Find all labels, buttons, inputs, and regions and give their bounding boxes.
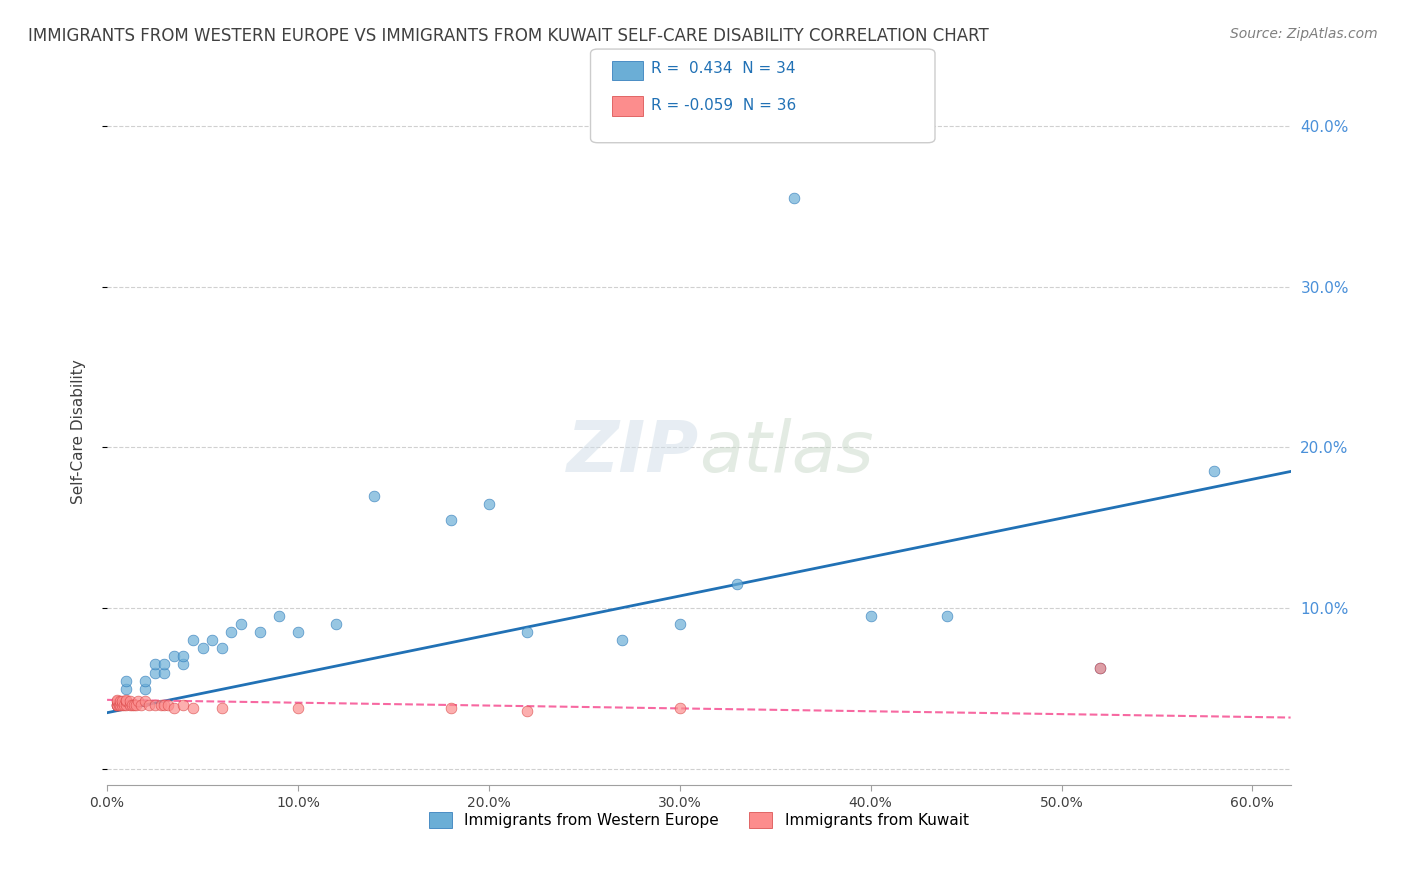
- Point: [105, 698, 128, 712]
- Point: [134, 694, 156, 708]
- Point: [172, 657, 194, 672]
- Point: [149, 698, 172, 712]
- Point: [668, 701, 690, 715]
- Text: atlas: atlas: [699, 418, 873, 487]
- Text: ZIP: ZIP: [567, 418, 699, 487]
- Point: [516, 625, 538, 640]
- Point: [201, 633, 224, 648]
- Point: [112, 698, 135, 712]
- Point: [172, 698, 194, 712]
- Point: [115, 673, 138, 688]
- Point: [783, 191, 806, 205]
- Point: [105, 698, 128, 712]
- Point: [115, 698, 138, 712]
- Point: [267, 609, 290, 624]
- Point: [181, 701, 204, 715]
- Point: [143, 657, 166, 672]
- Point: [440, 701, 463, 715]
- Point: [229, 617, 252, 632]
- Point: [157, 698, 180, 712]
- Point: [153, 657, 176, 672]
- Point: [115, 693, 138, 707]
- Point: [138, 698, 160, 712]
- Point: [668, 617, 690, 632]
- Text: IMMIGRANTS FROM WESTERN EUROPE VS IMMIGRANTS FROM KUWAIT SELF-CARE DISABILITY CO: IMMIGRANTS FROM WESTERN EUROPE VS IMMIGR…: [28, 27, 988, 45]
- Point: [110, 694, 132, 708]
- Point: [287, 701, 309, 715]
- Text: R =  0.434  N = 34: R = 0.434 N = 34: [651, 62, 796, 76]
- Point: [363, 489, 385, 503]
- Point: [516, 704, 538, 718]
- Point: [440, 513, 463, 527]
- Point: [1204, 465, 1226, 479]
- Point: [163, 701, 186, 715]
- Point: [612, 633, 634, 648]
- Point: [153, 665, 176, 680]
- Point: [859, 609, 882, 624]
- Point: [115, 694, 138, 708]
- Point: [105, 694, 128, 708]
- Point: [111, 694, 134, 708]
- Point: [121, 698, 143, 712]
- Point: [725, 577, 748, 591]
- Point: [181, 633, 204, 648]
- Point: [127, 694, 149, 708]
- Point: [122, 698, 145, 712]
- Y-axis label: Self-Care Disability: Self-Care Disability: [72, 359, 86, 504]
- Point: [105, 698, 128, 712]
- Point: [125, 698, 148, 712]
- Point: [134, 681, 156, 696]
- Point: [936, 609, 959, 624]
- Point: [211, 641, 233, 656]
- Point: [118, 698, 141, 712]
- Point: [249, 625, 271, 640]
- Point: [287, 625, 309, 640]
- Point: [105, 693, 128, 707]
- Point: [1088, 661, 1111, 675]
- Text: Source: ZipAtlas.com: Source: ZipAtlas.com: [1230, 27, 1378, 41]
- Point: [107, 698, 129, 712]
- Point: [325, 617, 347, 632]
- Point: [134, 673, 156, 688]
- Point: [115, 681, 138, 696]
- Point: [478, 497, 501, 511]
- Point: [143, 698, 166, 712]
- Point: [163, 649, 186, 664]
- Text: R = -0.059  N = 36: R = -0.059 N = 36: [651, 98, 796, 112]
- Point: [110, 698, 132, 712]
- Point: [118, 694, 141, 708]
- Point: [211, 701, 233, 715]
- Point: [105, 698, 128, 712]
- Legend: Immigrants from Western Europe, Immigrants from Kuwait: Immigrants from Western Europe, Immigran…: [423, 805, 974, 834]
- Point: [219, 625, 242, 640]
- Point: [191, 641, 214, 656]
- Point: [131, 698, 153, 712]
- Point: [143, 665, 166, 680]
- Point: [1088, 661, 1111, 675]
- Point: [111, 698, 134, 712]
- Point: [153, 698, 176, 712]
- Point: [172, 649, 194, 664]
